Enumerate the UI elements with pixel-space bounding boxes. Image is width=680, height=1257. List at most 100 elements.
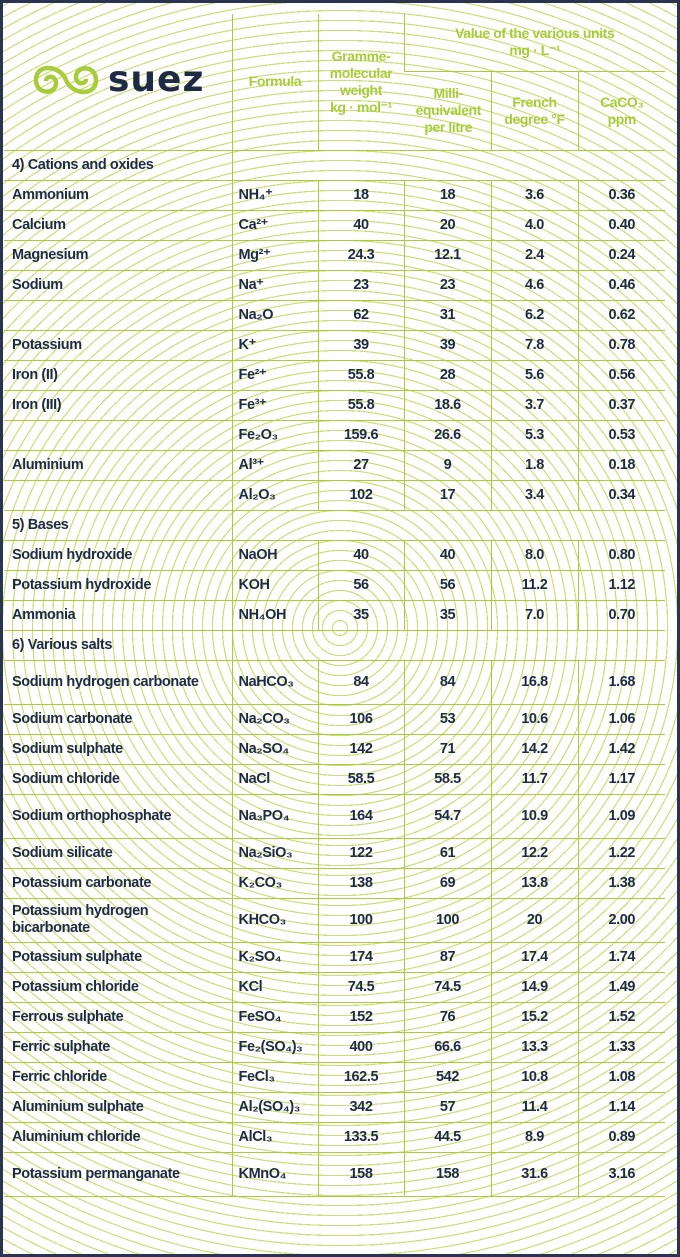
section-blank (231, 630, 665, 661)
milliequivalent-cell: 17 (403, 480, 491, 511)
table-row: Potassium sulphate K₂SO₄ 174 87 17.4 1.74 (4, 942, 665, 973)
french-degree-cell: 7.0 (490, 600, 578, 631)
table-row: Potassium hydroxide KOH 56 56 11.2 1.12 (4, 570, 665, 601)
caco3-ppm-cell: 0.62 (577, 300, 665, 331)
caco3-ppm-cell: 0.18 (577, 450, 665, 481)
table-row: Sodium hydroxide NaOH 40 40 8.0 0.80 (4, 540, 665, 571)
header-french: French degree °F (490, 71, 578, 151)
french-degree-cell: 2.4 (490, 240, 578, 271)
milliequivalent-cell: 58.5 (403, 764, 491, 795)
formula-cell: K₂CO₃ (231, 868, 318, 899)
caco3-ppm-cell: 1.38 (577, 868, 665, 899)
caco3-ppm-cell: 1.22 (577, 838, 665, 869)
header-mw: Gramme- molecular weight kg · mol⁻¹ (317, 14, 404, 151)
molecular-weight-cell: 158 (317, 1152, 404, 1197)
table-row: Potassium permanganate KMnO₄ 158 158 31.6 3.1… (4, 1152, 665, 1197)
molecular-weight-cell: 142 (317, 734, 404, 765)
caco3-ppm-cell: 1.33 (577, 1032, 665, 1063)
section-blank (231, 150, 665, 181)
french-degree-cell: 6.2 (490, 300, 578, 331)
table-row: Ammonium NH₄⁺ 18 18 3.6 0.36 (4, 180, 665, 211)
molecular-weight-cell: 122 (317, 838, 404, 869)
units-table: Formula Gramme- molecular weight kg · mo… (4, 14, 665, 1197)
french-degree-cell: 10.6 (490, 704, 578, 735)
table-row: Sodium orthophosphate Na₃PO₄ 164 54.7 10.9 1.… (4, 794, 665, 839)
table-row: Potassium hydrogen bicarbonate KHCO₃ 100 10… (4, 898, 665, 943)
compound-name: Sodium (4, 270, 232, 301)
header-mw-line: molecular (329, 64, 393, 81)
formula-cell: Na₃PO₄ (231, 794, 318, 839)
table-row: Ferrous sulphate FeSO₄ 152 76 15.2 1.52 (4, 1002, 665, 1033)
table-row: Sodium hydrogen carbonate NaHCO₃ 84 84 16.8 1… (4, 660, 665, 705)
compound-name (4, 480, 232, 511)
caco3-ppm-cell: 0.70 (577, 600, 665, 631)
compound-name: Iron (III) (4, 390, 232, 421)
header-blank (4, 14, 232, 151)
compound-name: Ferric sulphate (4, 1032, 232, 1063)
molecular-weight-cell: 74.5 (317, 972, 404, 1003)
milliequivalent-cell: 66.6 (403, 1032, 491, 1063)
formula-cell: Na₂CO₃ (231, 704, 318, 735)
milliequivalent-cell: 69 (403, 868, 491, 899)
molecular-weight-cell: 40 (317, 540, 404, 571)
formula-cell: FeCl₃ (231, 1062, 318, 1093)
formula-cell: KMnO₄ (231, 1152, 318, 1197)
caco3-ppm-cell: 0.89 (577, 1122, 665, 1153)
header-mw-line: weight (340, 81, 382, 98)
header-units: Value of the various units mg · L⁻¹ (403, 14, 665, 72)
milliequivalent-cell: 18.6 (403, 390, 491, 421)
table-row: Sodium Na⁺ 23 23 4.6 0.46 (4, 270, 665, 301)
molecular-weight-cell: 174 (317, 942, 404, 973)
formula-cell: Al₂O₃ (231, 480, 318, 511)
french-degree-cell: 12.2 (490, 838, 578, 869)
section-title: 4) Cations and oxides (4, 150, 232, 181)
french-degree-cell: 11.4 (490, 1092, 578, 1123)
molecular-weight-cell: 58.5 (317, 764, 404, 795)
table-row: Potassium chloride KCl 74.5 74.5 14.9 1.49 (4, 972, 665, 1003)
molecular-weight-cell: 39 (317, 330, 404, 361)
caco3-ppm-cell: 2.00 (577, 898, 665, 943)
milliequivalent-cell: 87 (403, 942, 491, 973)
milliequivalent-cell: 26.6 (403, 420, 491, 451)
header-units-title: Value of the various units (455, 25, 615, 42)
table-row: Na₂O 62 31 6.2 0.62 (4, 300, 665, 331)
header-units-unit: mg · L⁻¹ (509, 42, 561, 59)
french-degree-cell: 14.9 (490, 972, 578, 1003)
caco3-ppm-cell: 0.34 (577, 480, 665, 511)
formula-cell: NaHCO₃ (231, 660, 318, 705)
header-meq-line: equivalent (415, 102, 482, 118)
french-degree-cell: 13.3 (490, 1032, 578, 1063)
table-row: Aluminium chloride AlCl₃ 133.5 44.5 8.9 0.89 (4, 1122, 665, 1153)
formula-cell: K₂SO₄ (231, 942, 318, 973)
header-formula-label: Formula (248, 73, 302, 90)
formula-cell: Mg²⁺ (231, 240, 318, 271)
section-title: 5) Bases (4, 510, 232, 541)
french-degree-cell: 7.8 (490, 330, 578, 361)
molecular-weight-cell: 133.5 (317, 1122, 404, 1153)
french-degree-cell: 10.8 (490, 1062, 578, 1093)
milliequivalent-cell: 9 (403, 450, 491, 481)
formula-cell: NaOH (231, 540, 318, 571)
header-caco3-line: ppm (607, 110, 637, 127)
formula-cell: Al³⁺ (231, 450, 318, 481)
milliequivalent-cell: 57 (403, 1092, 491, 1123)
french-degree-cell: 17.4 (490, 942, 578, 973)
molecular-weight-cell: 55.8 (317, 360, 404, 391)
french-degree-cell: 8.0 (490, 540, 578, 571)
formula-cell: KCl (231, 972, 318, 1003)
formula-cell: Al₂(SO₄)₃ (231, 1092, 318, 1123)
french-degree-cell: 4.0 (490, 210, 578, 241)
milliequivalent-cell: 39 (403, 330, 491, 361)
milliequivalent-cell: 23 (403, 270, 491, 301)
french-degree-cell: 14.2 (490, 734, 578, 765)
caco3-ppm-cell: 0.24 (577, 240, 665, 271)
molecular-weight-cell: 56 (317, 570, 404, 601)
table-row: Magnesium Mg²⁺ 24.3 12.1 2.4 0.24 (4, 240, 665, 271)
molecular-weight-cell: 342 (317, 1092, 404, 1123)
header-caco3-line: CaCO₃ (600, 93, 644, 110)
molecular-weight-cell: 84 (317, 660, 404, 705)
formula-cell: Fe³⁺ (231, 390, 318, 421)
milliequivalent-cell: 44.5 (403, 1122, 491, 1153)
table-row: Ferric sulphate Fe₂(SO₄)₃ 400 66.6 13.3 1.33 (4, 1032, 665, 1063)
table-row: Al₂O₃ 102 17 3.4 0.34 (4, 480, 665, 511)
